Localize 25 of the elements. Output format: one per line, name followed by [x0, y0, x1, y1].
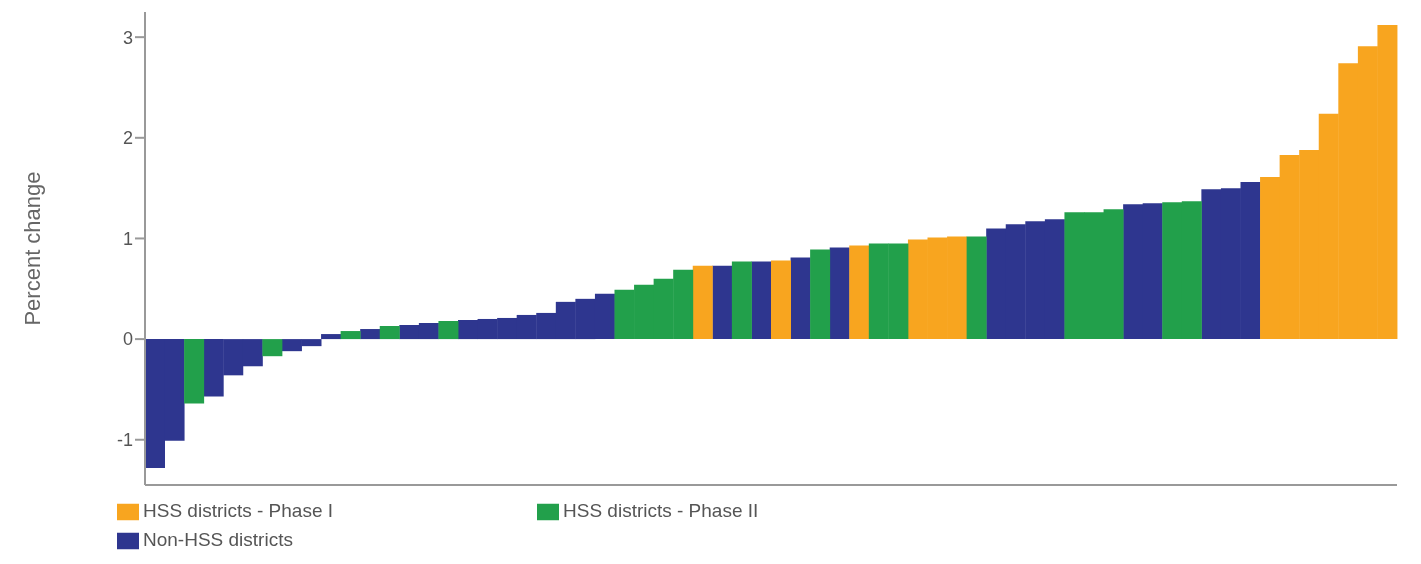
bar — [810, 249, 831, 340]
y-tick-label: 1 — [122, 228, 133, 249]
bar — [731, 261, 752, 340]
y-tick-label: 3 — [122, 27, 133, 48]
y-tick-label: -1 — [116, 430, 133, 451]
y-tick-label: 2 — [122, 128, 133, 149]
bar — [966, 236, 987, 340]
bar — [712, 265, 733, 340]
bar — [790, 257, 811, 340]
bar — [340, 331, 361, 340]
legend-label: HSS districts - Phase I — [143, 500, 334, 522]
y-axis-title: Percent change — [19, 171, 45, 326]
legend-label: Non-HSS districts — [143, 529, 293, 551]
bar — [360, 329, 381, 340]
legend-label: HSS districts - Phase II — [563, 500, 759, 522]
bar — [751, 261, 772, 340]
bar — [829, 247, 850, 340]
bar — [184, 339, 205, 404]
y-tick-label: 0 — [122, 329, 133, 350]
bar — [771, 260, 791, 340]
bar — [692, 265, 713, 340]
bar — [262, 339, 283, 357]
bar — [438, 320, 459, 340]
bar — [379, 326, 400, 340]
bar — [849, 245, 870, 340]
